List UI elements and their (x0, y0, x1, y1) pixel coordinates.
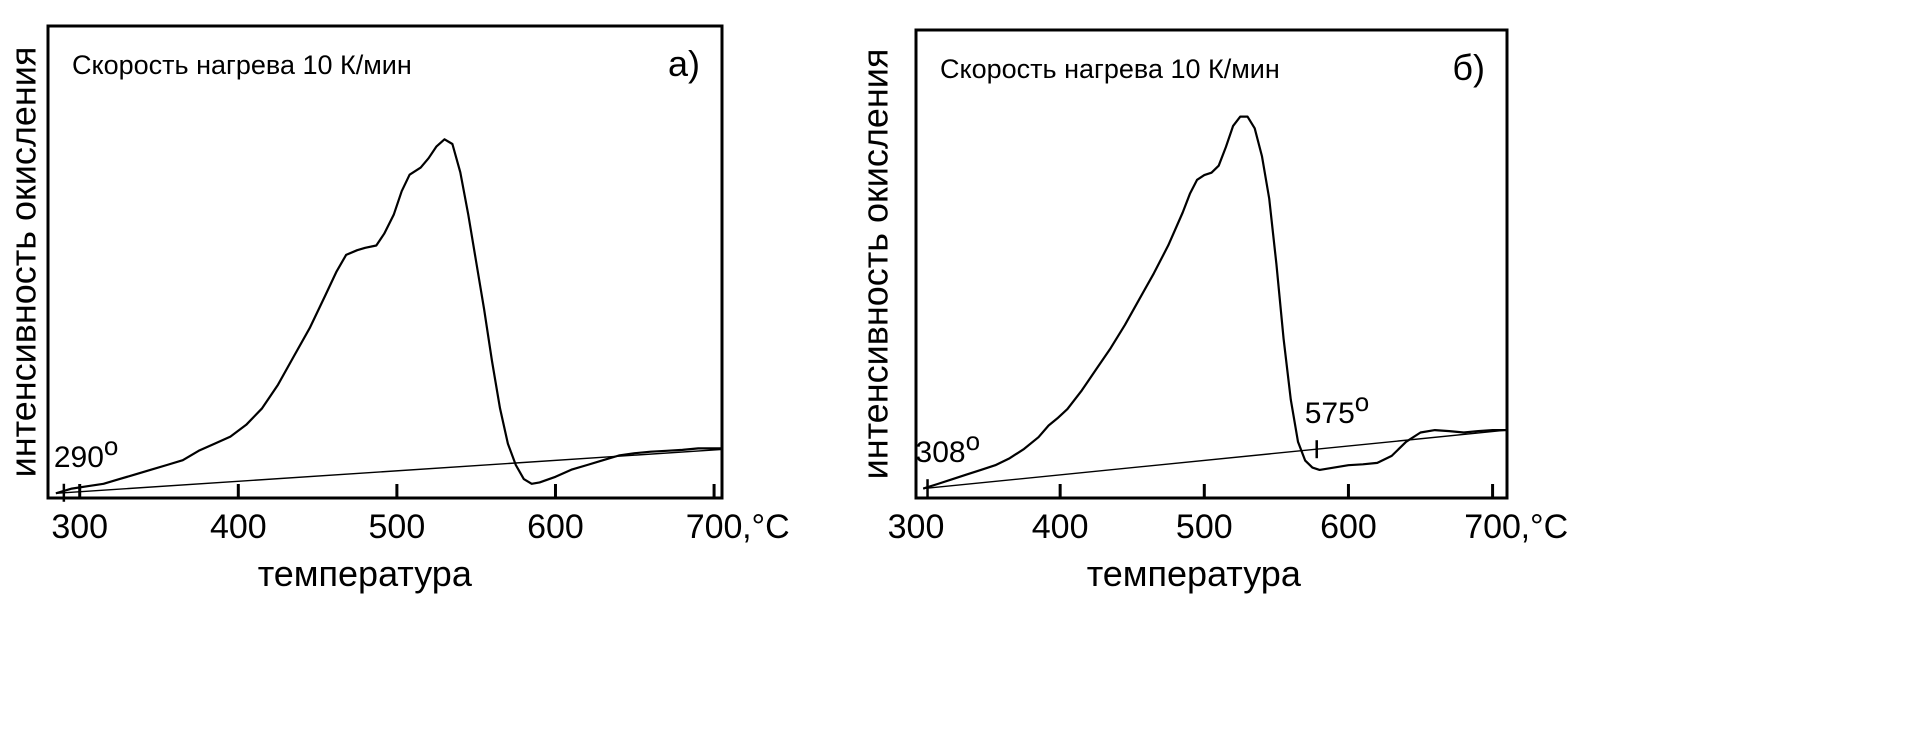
x-axis-unit: ,°C (742, 508, 790, 546)
heating-rate-note: Скорость нагрева 10 К/мин (940, 54, 1280, 84)
x-tick-label: 600 (1320, 508, 1377, 546)
oxidation-curve (55, 138, 722, 495)
series-group (55, 138, 723, 495)
y-axis-label: интенсивность окисления (3, 47, 44, 478)
chart-panel-a: интенсивность окисления Скорость нагрева… (3, 24, 790, 594)
plot-frame (46, 24, 724, 500)
annotation-label: 575о (1305, 387, 1370, 430)
x-axis-ticks: 300 400 500 600 700 (51, 484, 742, 546)
annotation-label: 290о (54, 431, 119, 474)
x-tick-label: 300 (888, 508, 945, 546)
series-group (922, 115, 1508, 490)
x-tick-label: 400 (210, 508, 267, 546)
plot-frame (914, 28, 1509, 500)
chart-panel-b: интенсивность окисления Скорость нагрева… (855, 28, 1569, 594)
annotation-label: 308о (916, 426, 981, 469)
oxidation-curve (922, 115, 1507, 490)
x-axis-unit: ,°C (1521, 508, 1569, 546)
x-tick-label: 700 (686, 508, 743, 546)
x-axis-label: температура (1087, 553, 1302, 594)
x-tick-label: 700 (1464, 508, 1521, 546)
x-axis-label: температура (258, 553, 473, 594)
baseline-line (923, 429, 1508, 490)
x-tick-label: 400 (1032, 508, 1089, 546)
x-axis-ticks: 300 400 500 600 700 (888, 484, 1521, 546)
baseline-line (55, 448, 723, 494)
x-tick-label: 300 (51, 508, 108, 546)
x-tick-label: 500 (1176, 508, 1233, 546)
heating-rate-note: Скорость нагрева 10 К/мин (72, 50, 412, 80)
y-axis-label: интенсивность окисления (855, 49, 896, 480)
x-tick-label: 600 (527, 508, 584, 546)
annotations-group: 308о 575о (916, 387, 1370, 498)
panel-label: б) (1452, 47, 1485, 88)
x-tick-label: 500 (369, 508, 426, 546)
panel-label: а) (668, 43, 700, 84)
